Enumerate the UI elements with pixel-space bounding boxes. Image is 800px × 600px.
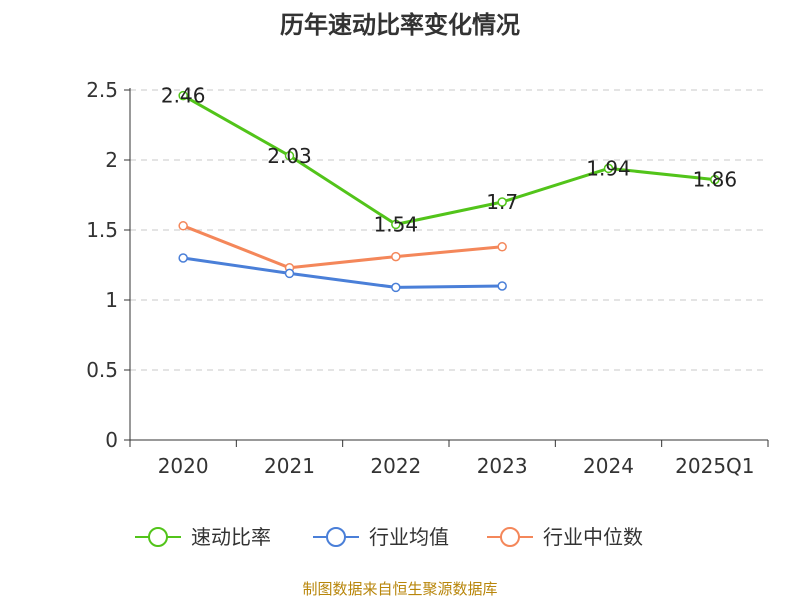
y-tick-label: 1.5 xyxy=(86,218,118,242)
data-point[interactable] xyxy=(284,151,295,161)
legend[interactable]: 速动比率 行业均值 行业中位数 xyxy=(135,525,643,549)
data-point[interactable] xyxy=(178,90,188,101)
x-tick-label: 2023 xyxy=(477,454,528,478)
data-point[interactable] xyxy=(391,251,401,262)
axes: 0 0.5 1 1.5 2 2.5 2020 2021 2022 2023 2024 2025Q1 xyxy=(86,78,769,478)
data-point[interactable] xyxy=(284,268,295,279)
legend-item[interactable]: 行业中位数 xyxy=(487,525,643,549)
data-point[interactable] xyxy=(391,219,401,230)
legend-label: 行业均值 xyxy=(369,525,449,549)
legend-marker xyxy=(326,527,346,547)
data-label: 1.86 xyxy=(693,168,738,192)
data-point[interactable] xyxy=(710,174,720,185)
data-point[interactable] xyxy=(497,197,507,207)
data-point[interactable] xyxy=(497,281,507,291)
grid xyxy=(130,89,768,371)
data-point[interactable] xyxy=(603,163,614,174)
legend-marker xyxy=(148,527,168,547)
legend-label: 行业中位数 xyxy=(543,525,643,549)
legend-marker xyxy=(500,527,520,547)
legend-label: 速动比率 xyxy=(191,525,271,549)
series-line xyxy=(182,224,503,270)
data-label: 2.46 xyxy=(161,84,206,108)
y-tick-label: 2.5 xyxy=(86,78,118,102)
data-label: 1.94 xyxy=(586,156,631,180)
data-point[interactable] xyxy=(497,242,507,252)
data-label: 1.7 xyxy=(486,190,518,214)
x-tick-label: 2024 xyxy=(583,454,634,478)
series-layer xyxy=(178,90,720,293)
y-tick-label: 0.5 xyxy=(86,358,118,382)
x-tick-label: 2020 xyxy=(158,454,209,478)
source-note: 制图数据来自恒生聚源数据库 xyxy=(302,580,497,598)
x-tick-label: 2021 xyxy=(264,454,315,478)
y-tick-label: 2 xyxy=(105,148,118,172)
y-tick-label: 1 xyxy=(105,288,118,312)
legend-item[interactable]: 速动比率 xyxy=(135,525,271,549)
chart-title: 历年速动比率变化情况 xyxy=(280,11,520,39)
data-point[interactable] xyxy=(391,282,401,293)
series-line xyxy=(182,256,503,289)
x-tick-label: 2022 xyxy=(370,454,421,478)
data-point[interactable] xyxy=(178,253,188,263)
data-labels: 2.46 2.03 1.54 1.7 1.94 1.86 xyxy=(161,84,737,237)
x-tick-label: 2025Q1 xyxy=(675,454,754,478)
data-label: 2.03 xyxy=(267,144,312,168)
data-label: 1.54 xyxy=(374,212,419,236)
y-tick-label: 0 xyxy=(105,428,118,452)
data-point[interactable] xyxy=(178,221,188,231)
series-line xyxy=(182,94,715,226)
legend-item[interactable]: 行业均值 xyxy=(313,525,449,549)
